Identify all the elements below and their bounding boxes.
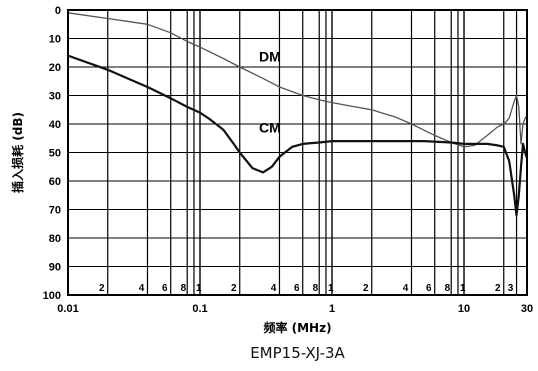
x-minor-tick-label: 8 (445, 283, 451, 294)
x-minor-tick-label: 6 (294, 283, 300, 294)
chart-title: EMP15-XJ-3A (250, 344, 345, 362)
y-tick-label: 50 (49, 148, 61, 160)
x-minor-tick-label: 1 (328, 283, 334, 294)
x-minor-tick-label: 6 (426, 283, 432, 294)
series-label-cm: CM (259, 120, 281, 136)
y-tick-label: 80 (49, 233, 61, 245)
x-minor-tick-label: 2 (363, 283, 369, 294)
x-axis-label: 频率 (MHz) (263, 320, 331, 335)
x-minor-tick-label: 3 (508, 283, 514, 294)
x-minor-tick-label: 2 (231, 283, 237, 294)
x-minor-tick-label: 2 (99, 283, 105, 294)
x-minor-tick-label: 1 (460, 283, 466, 294)
x-minor-tick-label: 4 (403, 283, 409, 294)
y-tick-labels: 0 10 20 30 40 50 60 70 80 90 100 (43, 5, 61, 302)
x-minor-tick-label: 1 (196, 283, 202, 294)
x-tick-label: 10 (458, 303, 470, 315)
x-tick-label: 0.01 (57, 303, 78, 315)
plot-frame (67, 9, 528, 296)
x-minor-tick-label: 2 (495, 283, 501, 294)
y-tick-label: 60 (49, 176, 61, 188)
y-tick-label: 90 (49, 262, 61, 274)
x-tick-label: 0.1 (192, 303, 207, 315)
series-labels: DM CM (259, 48, 281, 135)
y-tick-label: 0 (55, 5, 61, 17)
x-minor-tick-label: 6 (162, 283, 168, 294)
y-tick-label: 100 (43, 290, 61, 302)
grid-lines (67, 9, 528, 296)
series-line-dm (67, 12, 528, 148)
x-minor-tick-label: 4 (139, 283, 145, 294)
x-tick-label: 30 (521, 303, 533, 315)
series-layer (66, 12, 529, 217)
y-axis-label: 插入损耗 (dB) (10, 112, 25, 193)
y-tick-label: 40 (49, 119, 61, 131)
x-tick-labels: 0.01 0.1 1 10 30 (57, 303, 533, 315)
x-minor-tick-label: 8 (313, 283, 319, 294)
y-tick-label: 70 (49, 205, 61, 217)
x-tick-label: 1 (329, 303, 335, 315)
series-line-cm (66, 54, 529, 217)
x-minor-tick-label: 8 (181, 283, 187, 294)
x-minor-tick-label: 4 (271, 283, 277, 294)
y-tick-label: 10 (49, 34, 61, 46)
y-tick-label: 20 (49, 62, 61, 74)
series-label-dm: DM (259, 48, 281, 64)
y-tick-label: 30 (49, 91, 61, 103)
